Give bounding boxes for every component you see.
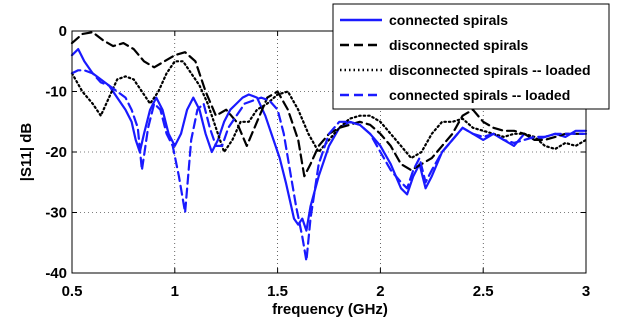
- x-tick-label: 2: [376, 283, 384, 300]
- y-tick-label: -20: [45, 144, 67, 161]
- x-tick-label: 0.5: [62, 283, 83, 300]
- series-line-2: [70, 31, 588, 178]
- legend-label-2: disconnected spirals: [389, 37, 528, 53]
- y-tick-label: -30: [45, 205, 67, 222]
- series-layer: [70, 31, 588, 262]
- y-tick-label: -10: [45, 84, 67, 101]
- x-tick-label: 3: [582, 283, 590, 300]
- x-tick-label: 2.5: [473, 283, 494, 300]
- tick-labels: 0.5 1 1.5 2 2.5 3 0 -10 -20 -30 -40: [45, 23, 590, 300]
- y-tick-label: 0: [59, 23, 67, 40]
- legend-items: connected spirals disconnected spirals dis…: [340, 12, 591, 103]
- legend-label-3: disconnected spirals -- loaded: [389, 62, 591, 78]
- x-axis-title: frequency (GHz): [272, 301, 388, 318]
- y-tick-label: -40: [45, 265, 67, 282]
- legend: connected spirals disconnected spirals dis…: [332, 3, 610, 110]
- legend-label-4: connected spirals -- loaded: [389, 87, 570, 103]
- x-tick-label: 1: [171, 283, 179, 300]
- x-tick-label: 1.5: [267, 283, 288, 300]
- series-line-1: [70, 47, 588, 232]
- legend-label-1: connected spirals: [389, 12, 508, 28]
- y-axis-title: |S11| dB: [18, 123, 35, 182]
- legend-box: [332, 3, 610, 110]
- series-line-4: [70, 69, 588, 262]
